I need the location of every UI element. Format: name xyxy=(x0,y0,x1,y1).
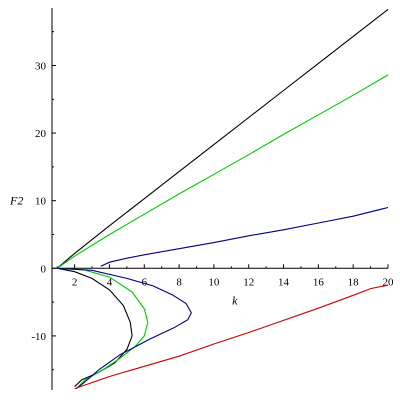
x-tick-label: 8 xyxy=(176,276,182,288)
series-line-7 xyxy=(74,284,389,390)
x-tick-label: 10 xyxy=(208,276,220,288)
x-tick-label: 4 xyxy=(107,276,113,288)
series-line-1 xyxy=(56,8,389,269)
axes xyxy=(51,8,388,390)
series-line-6 xyxy=(57,267,192,390)
y-tick-label: 30 xyxy=(35,60,47,72)
series-line-5 xyxy=(57,267,149,389)
series-line-4 xyxy=(57,267,133,387)
x-tick-label: 6 xyxy=(142,276,148,288)
x-axis-title: k xyxy=(232,293,238,307)
y-tick-label: 10 xyxy=(35,196,47,208)
x-tick-label: 2 xyxy=(72,276,78,288)
tick-group: 2 4 6 8 10 12 14 16 18 20 -10 0 10 20 30 xyxy=(31,31,395,371)
y-tick-label: 20 xyxy=(35,128,47,140)
y-tick-label: 0 xyxy=(41,263,47,275)
x-tick-label: 12 xyxy=(243,276,254,288)
series-group xyxy=(56,8,389,390)
y-tick-label: -10 xyxy=(31,331,46,343)
x-tick-label: 16 xyxy=(313,276,325,288)
y-axis-title: F2 xyxy=(9,194,23,208)
series-line-2 xyxy=(56,74,389,269)
series-line-3 xyxy=(100,206,389,267)
x-tick-label: 18 xyxy=(348,276,360,288)
x-tick-label: 20 xyxy=(383,276,395,288)
x-tick-label: 14 xyxy=(278,276,290,288)
